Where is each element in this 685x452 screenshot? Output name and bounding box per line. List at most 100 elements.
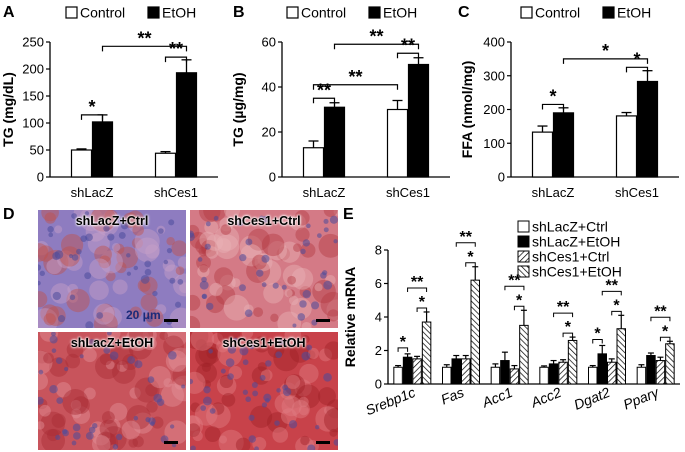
legend-swatch [147, 6, 160, 19]
bar [490, 366, 501, 385]
cell-nucleus [51, 332, 56, 337]
cell-nucleus [145, 417, 151, 423]
tissue-texture [190, 315, 201, 328]
legend-swatch [517, 250, 530, 263]
tissue-texture [199, 264, 208, 273]
cell-nucleus [205, 221, 211, 227]
cell-nucleus [248, 414, 255, 421]
tissue-texture [38, 243, 49, 262]
tissue-texture [319, 348, 333, 362]
tissue-texture [41, 428, 65, 450]
cell-nucleus [262, 215, 270, 223]
cell-nucleus [242, 359, 249, 366]
tissue-texture [101, 426, 127, 450]
y-tick-label: 300 [483, 68, 505, 83]
y-tick-label: 0 [269, 170, 276, 185]
legend-swatch [602, 6, 615, 19]
y-tick-label: 200 [483, 102, 505, 117]
significance-bracket [465, 262, 476, 267]
bar [393, 366, 403, 385]
cell-nucleus [200, 405, 207, 411]
tissue-texture [320, 291, 338, 317]
panel-letter-c: C [458, 4, 470, 21]
significance-bracket [562, 332, 574, 338]
significance-label: ** [557, 299, 570, 316]
y-tick-label: 8 [375, 243, 382, 258]
tissue-texture [231, 278, 241, 288]
tissue-texture [216, 238, 232, 254]
tissue-texture [201, 362, 212, 373]
tissue-texture [239, 235, 263, 259]
tissue-texture [160, 383, 185, 407]
tissue-texture [179, 282, 186, 294]
tissue-texture [67, 283, 79, 295]
cell-nucleus [103, 346, 111, 354]
cell-nucleus [85, 321, 94, 328]
significance-label: * [88, 97, 95, 117]
tissue-texture [128, 438, 139, 448]
tissue-texture [94, 245, 112, 264]
panel-letter-a: A [3, 4, 15, 21]
tissue-texture [295, 227, 310, 242]
tissue-texture [211, 332, 224, 345]
cell-nucleus [80, 235, 88, 242]
scale-bar-label: 20 μm [126, 308, 161, 322]
tissue-texture [132, 224, 144, 236]
tissue-texture [196, 362, 218, 384]
legend-label: EtOH [617, 5, 651, 21]
cell-nucleus [261, 254, 270, 263]
significance-label: ** [317, 80, 331, 100]
tissue-texture [253, 307, 264, 318]
legend-swatch [65, 6, 78, 19]
cell-nucleus [203, 386, 211, 394]
y-axis-title: TG (µg/mg) [230, 72, 246, 146]
cell-nucleus [208, 348, 213, 354]
cell-nucleus [144, 260, 152, 268]
cell-nucleus [239, 284, 246, 292]
cell-nucleus [220, 368, 226, 374]
significance-bracket [397, 347, 409, 352]
tissue-texture [326, 399, 338, 419]
tissue-texture [235, 437, 251, 450]
tissue-texture [198, 246, 208, 257]
tissue-texture [146, 401, 158, 413]
tissue-texture [294, 210, 310, 226]
category-label: shCes1 [615, 185, 659, 200]
tissue-texture [327, 309, 338, 322]
significance-bracket [455, 242, 476, 247]
cell-nucleus [259, 374, 266, 381]
tile-label: shLacZ+EtOH [70, 336, 154, 350]
significance-bracket [513, 305, 525, 311]
significance-label: * [662, 323, 669, 340]
tissue-texture [194, 402, 218, 426]
cell-nucleus [251, 382, 258, 389]
cell-nucleus [249, 343, 255, 350]
tissue-texture [169, 307, 186, 328]
significance-label: * [613, 297, 620, 314]
cell-nucleus [71, 213, 77, 219]
cell-nucleus [168, 350, 177, 360]
tissue-texture [314, 283, 323, 292]
cell-nucleus [47, 226, 54, 233]
bar [646, 355, 656, 385]
significance-bracket [601, 290, 622, 296]
tissue-texture [43, 313, 56, 326]
tissue-texture [287, 275, 297, 285]
tissue-texture [40, 411, 65, 437]
bar [665, 343, 675, 385]
tissue-texture [291, 267, 314, 290]
tile-label: shLacZ+Ctrl [75, 214, 149, 228]
tissue-texture [104, 210, 118, 223]
cell-nucleus [190, 232, 195, 242]
significance-bracket [611, 310, 622, 316]
cell-nucleus [206, 302, 214, 311]
histology-tile: shLacZ+EtOH [38, 332, 186, 450]
tissue-texture [164, 332, 186, 348]
cell-nucleus [109, 351, 119, 361]
cell-nucleus [163, 259, 169, 265]
cell-nucleus [299, 300, 307, 308]
significance-label: ** [137, 28, 151, 48]
cell-nucleus [150, 421, 155, 427]
legend-label: EtOH [162, 5, 196, 21]
bar [402, 356, 413, 385]
